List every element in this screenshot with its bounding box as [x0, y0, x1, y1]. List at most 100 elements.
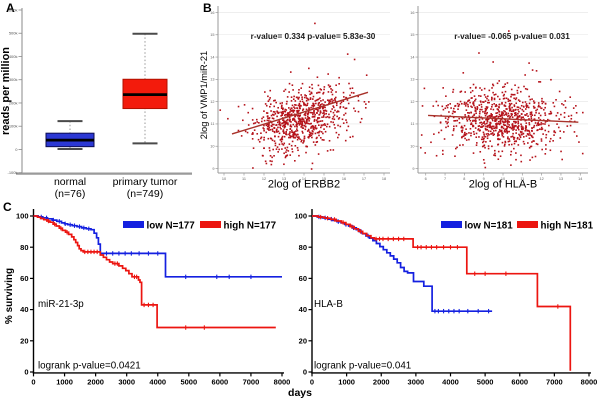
svg-text:14: 14: [210, 55, 214, 59]
svg-text:200k: 200k: [9, 100, 18, 105]
svg-text:11: 11: [411, 122, 415, 126]
svg-text:100k: 100k: [9, 124, 18, 129]
svg-text:9: 9: [483, 177, 485, 181]
svg-text:high N=177: high N=177: [224, 220, 277, 231]
boxplot-reads-per-million: 600k 500k 400k 300k 200k 100k 0 -100k reads per …: [0, 7, 192, 200]
svg-text:4000: 4000: [442, 378, 459, 387]
svg-text:11: 11: [242, 177, 246, 181]
svg-text:2000: 2000: [373, 378, 390, 387]
svg-text:6000: 6000: [511, 378, 528, 387]
svg-text:10: 10: [210, 145, 214, 149]
svg-text:10: 10: [501, 177, 505, 181]
svg-text:15: 15: [410, 33, 414, 37]
svg-text:8000: 8000: [581, 378, 598, 387]
panel-b-letter: B: [203, 1, 212, 15]
svg-text:500k: 500k: [9, 31, 18, 36]
svg-text:6: 6: [425, 177, 427, 181]
svg-text:5000: 5000: [477, 378, 494, 387]
svg-text:9: 9: [212, 167, 214, 171]
svg-text:12: 12: [210, 100, 214, 104]
svg-text:60: 60: [20, 274, 28, 283]
svg-text:7000: 7000: [243, 378, 260, 387]
svg-text:2log of ERBB2: 2log of ERBB2: [268, 179, 340, 191]
svg-text:14: 14: [410, 55, 414, 59]
scatter-hlab-scatter: 9 10 11 12 13 14 15 16 6 7 8 9 10 11 12 13 14 r-value= -0…: [410, 6, 588, 191]
svg-text:0: 0: [15, 147, 18, 152]
svg-text:3000: 3000: [118, 378, 135, 387]
svg-text:2000: 2000: [87, 378, 104, 387]
svg-text:primary tumor: primary tumor: [113, 176, 178, 188]
svg-text:17: 17: [362, 177, 366, 181]
svg-text:13: 13: [559, 177, 563, 181]
svg-text:r-value= 0.334 p-value= 5.83e-: r-value= 0.334 p-value= 5.83e-30: [251, 32, 376, 41]
svg-text:12: 12: [262, 177, 266, 181]
svg-text:0: 0: [303, 368, 307, 377]
svg-text:3000: 3000: [408, 378, 425, 387]
svg-text:60: 60: [299, 274, 307, 283]
svg-text:9: 9: [412, 167, 414, 171]
svg-text:5000: 5000: [180, 378, 197, 387]
svg-text:1000: 1000: [56, 378, 73, 387]
svg-text:16: 16: [342, 177, 346, 181]
svg-text:7000: 7000: [546, 378, 563, 387]
panel-a-letter: A: [6, 1, 15, 15]
svg-text:2log of HLA-B: 2log of HLA-B: [469, 179, 537, 191]
svg-text:2log of VMP1/miR-21: 2log of VMP1/miR-21: [199, 51, 209, 139]
svg-text:logrank p-value=0.0421: logrank p-value=0.0421: [38, 361, 141, 372]
svg-text:100: 100: [16, 212, 29, 221]
svg-text:13: 13: [210, 78, 214, 82]
svg-text:(n=749): (n=749): [127, 188, 163, 200]
svg-text:4000: 4000: [149, 378, 166, 387]
svg-text:40: 40: [20, 305, 28, 314]
svg-text:0: 0: [31, 378, 35, 387]
svg-text:12: 12: [540, 177, 544, 181]
svg-text:15: 15: [210, 33, 214, 37]
svg-text:8000: 8000: [274, 378, 291, 387]
svg-text:80: 80: [299, 243, 307, 252]
svg-text:11: 11: [211, 122, 215, 126]
svg-text:-100k: -100k: [7, 170, 17, 175]
svg-text:reads per million: reads per million: [0, 47, 12, 135]
svg-text:miR-21-3p: miR-21-3p: [38, 299, 84, 310]
panel-c-letter: C: [3, 200, 12, 214]
svg-text:100: 100: [294, 212, 307, 221]
svg-text:0: 0: [310, 378, 314, 387]
svg-text:% surviving: % surviving: [4, 268, 15, 324]
svg-text:low N=177: low N=177: [147, 220, 196, 231]
svg-text:80: 80: [20, 243, 28, 252]
svg-text:14: 14: [578, 177, 582, 181]
svg-text:600k: 600k: [9, 7, 18, 12]
svg-text:13: 13: [282, 177, 286, 181]
svg-text:6000: 6000: [212, 378, 229, 387]
svg-text:days: days: [288, 387, 312, 399]
svg-text:12: 12: [410, 100, 414, 104]
svg-text:(n=76): (n=76): [55, 188, 86, 200]
svg-text:HLA-B: HLA-B: [314, 299, 343, 310]
svg-text:1000: 1000: [338, 378, 355, 387]
svg-text:16: 16: [210, 11, 214, 15]
svg-text:16: 16: [410, 11, 414, 15]
svg-text:r-value= -0.065 p-value= 0.031: r-value= -0.065 p-value= 0.031: [454, 32, 570, 41]
svg-text:14: 14: [302, 177, 306, 181]
svg-text:11: 11: [520, 177, 524, 181]
svg-text:0: 0: [24, 368, 28, 377]
svg-text:40: 40: [299, 305, 307, 314]
svg-text:10: 10: [410, 145, 414, 149]
svg-text:8: 8: [463, 177, 465, 181]
svg-text:300k: 300k: [9, 77, 18, 82]
svg-text:7: 7: [444, 177, 446, 181]
svg-text:15: 15: [322, 177, 326, 181]
svg-text:10: 10: [222, 177, 226, 181]
svg-text:18: 18: [382, 177, 386, 181]
svg-text:low N=181: low N=181: [465, 220, 514, 231]
svg-text:logrank p-value=0.041: logrank p-value=0.041: [314, 361, 411, 372]
svg-text:400k: 400k: [9, 54, 18, 59]
svg-text:13: 13: [410, 78, 414, 82]
svg-text:20: 20: [20, 336, 28, 345]
svg-text:20: 20: [299, 336, 307, 345]
svg-text:high N=181: high N=181: [541, 220, 594, 231]
